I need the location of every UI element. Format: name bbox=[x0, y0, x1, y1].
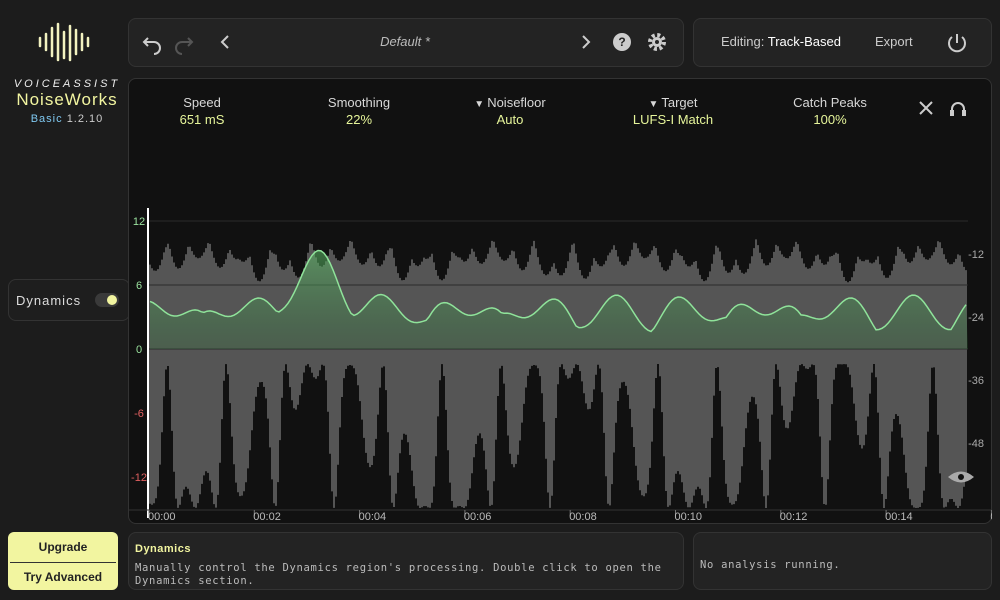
control-value: 651 mS bbox=[179, 112, 225, 127]
prev-preset[interactable] bbox=[220, 35, 229, 49]
panel-icons bbox=[919, 101, 966, 116]
waveform-view[interactable]: 12 6 0 -6 -12 -12 -24 -36 -48 00:00 00:02 00:04 00:0… bbox=[128, 78, 992, 524]
time-label: 00:12 bbox=[780, 511, 808, 523]
mode-bar bbox=[693, 18, 992, 67]
undo[interactable] bbox=[142, 37, 161, 55]
redo[interactable] bbox=[175, 37, 194, 55]
editing[interactable]: Editing: Track-Based bbox=[721, 34, 841, 49]
time-label: 00:00 bbox=[148, 511, 176, 523]
version: 1.2.10 bbox=[66, 113, 104, 125]
close[interactable] bbox=[919, 101, 933, 115]
product-name: NoiseWorks bbox=[16, 90, 118, 109]
time-label: 00:02 bbox=[253, 511, 281, 523]
brand: VOICEASSIST bbox=[13, 78, 121, 90]
time-label: 00:06 bbox=[464, 511, 492, 523]
control[interactable]: Catch Peaks 100% bbox=[760, 95, 900, 127]
settings[interactable] bbox=[648, 33, 666, 51]
next-preset[interactable] bbox=[582, 35, 591, 49]
headphones[interactable] bbox=[951, 102, 965, 114]
control-value: Auto bbox=[496, 112, 524, 127]
control-value: 100% bbox=[813, 112, 847, 127]
control[interactable]: ▼ Target LUFS-I Match bbox=[603, 95, 743, 127]
control[interactable]: Smoothing 22% bbox=[289, 95, 429, 127]
help[interactable] bbox=[613, 33, 631, 51]
control[interactable]: ▼ Noisefloor Auto bbox=[440, 95, 580, 127]
editing-mode: Track-Based bbox=[767, 34, 841, 49]
left-axis-label: 0 bbox=[136, 344, 142, 356]
control-label: ▼ Noisefloor bbox=[474, 95, 546, 110]
divider bbox=[10, 562, 116, 563]
right-axis-label: -12 bbox=[968, 249, 984, 261]
eye[interactable] bbox=[948, 471, 974, 483]
right-axis-label: -36 bbox=[968, 375, 984, 387]
right-axis-label: -24 bbox=[968, 312, 984, 324]
svg-text:?: ? bbox=[618, 35, 625, 49]
status-panel bbox=[693, 532, 992, 590]
editing-label: Editing: bbox=[721, 34, 765, 49]
preset-icons: ? bbox=[142, 33, 666, 55]
power[interactable] bbox=[946, 32, 968, 54]
info-panel bbox=[128, 532, 684, 590]
control-label: Speed bbox=[183, 95, 221, 110]
time-label: 00:1 bbox=[990, 511, 992, 523]
waveform bbox=[147, 239, 967, 508]
version-line: Basic 1.2.10 bbox=[0, 113, 134, 125]
control[interactable]: Speed 651 mS bbox=[132, 95, 272, 127]
left-axis-label: 12 bbox=[133, 216, 145, 228]
status: No analysis running. bbox=[700, 559, 841, 571]
control-label: Smoothing bbox=[327, 95, 391, 110]
left-axis-label: -12 bbox=[131, 472, 147, 484]
time-label: 00:10 bbox=[675, 511, 703, 523]
preset-name[interactable]: Default * bbox=[380, 34, 430, 49]
control-value: 22% bbox=[345, 112, 373, 127]
edition: Basic bbox=[30, 113, 63, 125]
try-advanced-button[interactable]: Try Advanced bbox=[23, 570, 103, 584]
logo-icon bbox=[38, 22, 90, 62]
control-value: LUFS-I Match bbox=[632, 112, 714, 127]
right-axis-label: -48 bbox=[968, 438, 984, 450]
upgrade-box bbox=[8, 532, 118, 590]
preset-bar bbox=[128, 18, 684, 67]
time-label: 00:14 bbox=[885, 511, 913, 523]
left-axis-label: 6 bbox=[136, 280, 142, 292]
toggle[interactable] bbox=[94, 292, 120, 308]
info-title: Dynamics bbox=[135, 543, 191, 555]
control-label: Catch Peaks bbox=[793, 95, 867, 110]
info-text: Manually control the Dynamics region's p… bbox=[135, 562, 662, 587]
left-axis-label: -6 bbox=[134, 408, 144, 420]
time-label: 00:04 bbox=[359, 511, 387, 523]
time-label: 00:08 bbox=[569, 511, 597, 523]
side-tab-label: Dynamics bbox=[16, 293, 82, 308]
control-label: ▼ Target bbox=[648, 95, 698, 110]
upgrade-button[interactable]: Upgrade bbox=[38, 540, 88, 554]
export[interactable]: Export bbox=[875, 34, 913, 49]
